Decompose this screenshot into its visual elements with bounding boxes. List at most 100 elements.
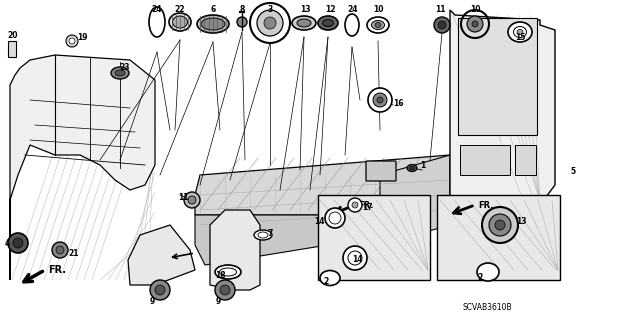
- Text: FR.: FR.: [358, 201, 374, 210]
- Circle shape: [215, 280, 235, 300]
- Text: 2: 2: [477, 273, 483, 283]
- Circle shape: [8, 233, 28, 253]
- Text: 22: 22: [175, 5, 185, 14]
- Polygon shape: [318, 195, 430, 280]
- Text: 16: 16: [393, 99, 403, 108]
- FancyBboxPatch shape: [366, 161, 396, 181]
- Ellipse shape: [201, 18, 225, 30]
- Polygon shape: [450, 10, 555, 205]
- Polygon shape: [10, 55, 155, 280]
- Ellipse shape: [318, 16, 338, 30]
- Circle shape: [325, 208, 345, 228]
- Ellipse shape: [345, 14, 359, 36]
- Circle shape: [352, 202, 358, 208]
- Bar: [8, 41, 16, 57]
- Text: 13: 13: [516, 218, 527, 226]
- Text: 9: 9: [149, 298, 155, 307]
- Polygon shape: [210, 210, 260, 290]
- Circle shape: [472, 21, 478, 27]
- Text: 14: 14: [353, 256, 363, 264]
- Ellipse shape: [323, 19, 333, 26]
- Circle shape: [250, 3, 290, 43]
- Polygon shape: [460, 145, 510, 175]
- Ellipse shape: [111, 67, 129, 79]
- Ellipse shape: [320, 271, 340, 286]
- Ellipse shape: [197, 15, 229, 33]
- Text: 23: 23: [120, 63, 131, 72]
- Ellipse shape: [297, 19, 311, 27]
- Text: 15: 15: [515, 33, 525, 42]
- Circle shape: [52, 242, 68, 258]
- Circle shape: [368, 88, 392, 112]
- Circle shape: [150, 280, 170, 300]
- Circle shape: [343, 246, 367, 270]
- Polygon shape: [128, 225, 195, 285]
- Text: 8: 8: [239, 5, 244, 14]
- Circle shape: [69, 38, 75, 44]
- Text: 7: 7: [268, 228, 273, 238]
- Text: 18: 18: [214, 271, 225, 279]
- Circle shape: [489, 214, 511, 236]
- Circle shape: [188, 196, 196, 204]
- Ellipse shape: [517, 29, 523, 34]
- Text: 24: 24: [152, 5, 163, 14]
- Ellipse shape: [367, 17, 389, 33]
- Circle shape: [264, 17, 276, 29]
- Text: 14: 14: [314, 218, 325, 226]
- Text: 2: 2: [323, 277, 328, 286]
- Ellipse shape: [292, 16, 316, 30]
- Text: 13: 13: [300, 5, 310, 14]
- Polygon shape: [380, 155, 450, 245]
- Circle shape: [184, 192, 200, 208]
- Ellipse shape: [375, 23, 381, 27]
- Ellipse shape: [215, 265, 241, 279]
- Circle shape: [220, 285, 230, 295]
- Circle shape: [377, 97, 383, 103]
- Text: FR.: FR.: [478, 201, 493, 210]
- Polygon shape: [195, 155, 450, 215]
- Circle shape: [56, 246, 64, 254]
- Circle shape: [467, 16, 483, 32]
- Ellipse shape: [410, 167, 415, 169]
- Text: 10: 10: [372, 5, 383, 14]
- Text: 6: 6: [211, 5, 216, 14]
- Polygon shape: [195, 215, 450, 265]
- Ellipse shape: [115, 70, 125, 76]
- Text: 12: 12: [324, 5, 335, 14]
- Ellipse shape: [254, 230, 272, 240]
- Text: 5: 5: [570, 167, 575, 176]
- Text: 1: 1: [420, 160, 425, 169]
- Text: 11: 11: [178, 194, 189, 203]
- Text: 10: 10: [470, 5, 480, 14]
- Circle shape: [348, 198, 362, 212]
- Circle shape: [237, 17, 247, 27]
- Text: 11: 11: [435, 5, 445, 14]
- Text: 21: 21: [68, 249, 79, 257]
- Ellipse shape: [407, 165, 417, 172]
- Circle shape: [66, 35, 78, 47]
- Text: 19: 19: [77, 33, 88, 42]
- Text: 3: 3: [268, 5, 273, 14]
- Ellipse shape: [169, 13, 191, 31]
- Circle shape: [155, 285, 165, 295]
- Ellipse shape: [149, 7, 165, 37]
- Ellipse shape: [508, 22, 532, 42]
- Ellipse shape: [477, 263, 499, 281]
- Polygon shape: [515, 145, 536, 175]
- Circle shape: [13, 238, 23, 248]
- Circle shape: [438, 21, 446, 29]
- Ellipse shape: [173, 16, 188, 28]
- Text: 17: 17: [362, 203, 372, 211]
- Polygon shape: [458, 18, 537, 135]
- Circle shape: [434, 17, 450, 33]
- Circle shape: [495, 220, 505, 230]
- Ellipse shape: [371, 20, 385, 29]
- Text: 9: 9: [216, 298, 221, 307]
- Circle shape: [257, 10, 283, 36]
- Text: 24: 24: [348, 5, 358, 14]
- Circle shape: [482, 207, 518, 243]
- Text: 4: 4: [4, 240, 10, 249]
- Text: FR.: FR.: [48, 265, 66, 275]
- Text: SCVAB3610B: SCVAB3610B: [462, 303, 512, 313]
- Text: 20: 20: [7, 31, 17, 40]
